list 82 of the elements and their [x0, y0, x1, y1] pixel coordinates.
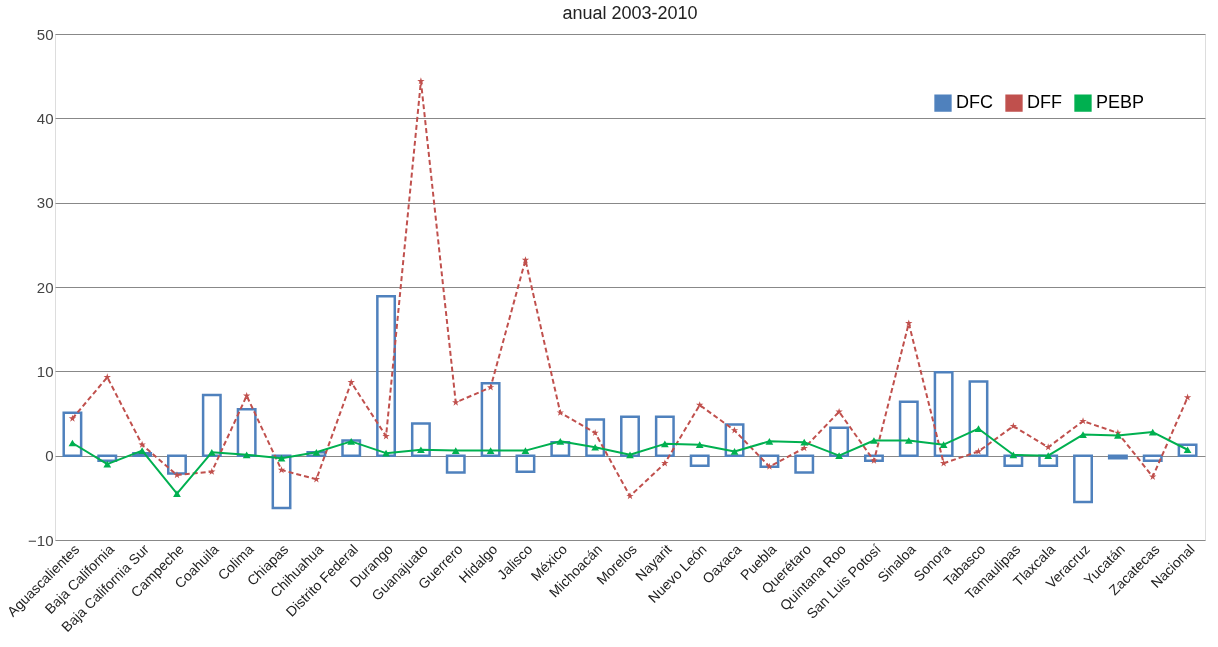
bar — [654, 415, 675, 457]
bar — [1003, 454, 1024, 468]
bar — [1107, 454, 1128, 460]
bar — [515, 454, 536, 473]
bar — [968, 380, 989, 457]
bar — [167, 454, 187, 475]
point — [347, 437, 356, 445]
bar — [410, 422, 431, 457]
bar — [933, 370, 954, 457]
point — [138, 447, 146, 454]
y-tick-label: 10 — [36, 362, 54, 380]
bar — [585, 418, 606, 457]
point — [486, 447, 495, 454]
point — [591, 429, 599, 437]
point — [556, 408, 564, 416]
point — [800, 438, 809, 446]
bar — [794, 454, 815, 474]
point — [765, 462, 774, 470]
point — [626, 451, 634, 459]
y-tick-label: 50 — [36, 25, 54, 43]
point — [1183, 393, 1192, 401]
point — [486, 383, 495, 391]
point — [939, 441, 948, 449]
chart-title: anual 2003-2010 — [562, 3, 698, 23]
bar — [62, 411, 83, 457]
point — [417, 446, 425, 454]
point — [905, 319, 913, 327]
point — [835, 452, 843, 460]
point — [417, 77, 425, 85]
point — [591, 443, 600, 451]
point — [173, 490, 181, 497]
bar — [689, 454, 710, 468]
legend-label: PEBP — [1096, 92, 1145, 113]
y-tick-label: 40 — [36, 109, 54, 127]
point — [1079, 431, 1087, 438]
point — [277, 454, 286, 462]
point — [695, 441, 704, 449]
bar — [759, 454, 780, 468]
point — [451, 447, 460, 454]
y-tick-label: 30 — [36, 194, 54, 212]
point — [730, 448, 739, 455]
point — [347, 378, 355, 386]
legend-label: DFC — [956, 92, 993, 113]
bar — [620, 415, 640, 457]
bar — [201, 393, 222, 457]
bar — [271, 454, 292, 510]
point — [974, 447, 983, 455]
y-tick-label: 0 — [45, 447, 54, 465]
point — [626, 492, 634, 500]
point — [521, 256, 530, 264]
point — [103, 373, 111, 381]
bar — [863, 454, 884, 462]
point — [974, 425, 983, 433]
bar — [898, 400, 919, 457]
point — [556, 437, 565, 445]
point — [382, 432, 390, 440]
point — [1009, 451, 1018, 459]
bar — [1177, 443, 1198, 457]
point — [521, 447, 530, 454]
bar — [1073, 454, 1093, 504]
bar — [1142, 454, 1163, 462]
point — [207, 448, 216, 456]
bar — [376, 295, 397, 457]
point — [730, 426, 739, 434]
bar — [724, 423, 745, 457]
point — [173, 471, 181, 479]
bar — [480, 381, 501, 457]
point — [870, 437, 878, 444]
point — [904, 437, 913, 444]
point — [661, 459, 669, 467]
point — [1079, 417, 1087, 425]
point — [312, 448, 321, 456]
point — [68, 414, 77, 422]
point — [765, 437, 774, 445]
point — [660, 440, 669, 448]
bar — [445, 454, 466, 474]
y-tick-label: −10 — [28, 531, 54, 549]
point — [242, 451, 251, 459]
y-tick-label: 20 — [36, 278, 54, 296]
legend-label: DFF — [1027, 92, 1062, 113]
point — [208, 467, 216, 475]
point — [1044, 443, 1052, 451]
